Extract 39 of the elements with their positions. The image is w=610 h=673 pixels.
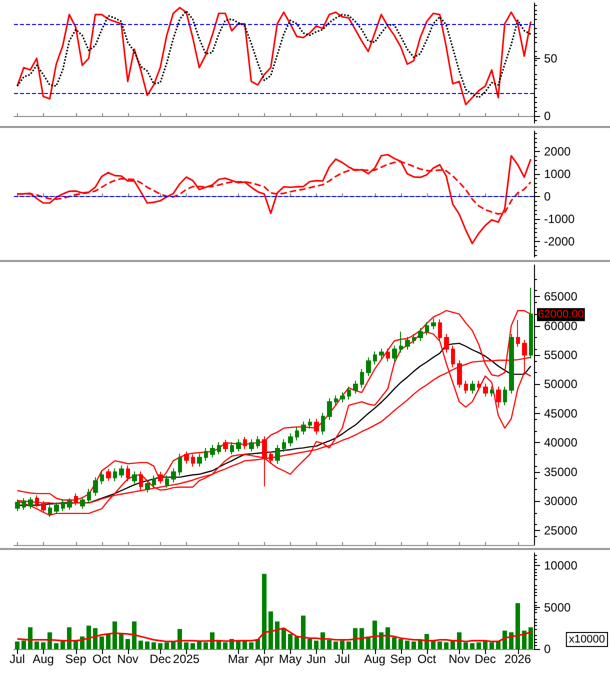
y-tick-label: -1000	[544, 212, 576, 226]
y-tick-label: 0	[544, 642, 551, 656]
y-tick-label: 0	[544, 109, 551, 124]
y-tick-label: 50	[544, 51, 558, 66]
y-tick-label: 50000	[544, 377, 578, 392]
y-tick-label: 5000	[544, 600, 572, 614]
x-tick-label: 2025	[172, 652, 200, 666]
x-tick-label: Aug	[364, 652, 386, 666]
text: x10000	[568, 634, 606, 646]
y-tick-label: 10000	[544, 558, 578, 573]
x-tick-label: Apr	[254, 652, 274, 666]
x-tick-label: Sep	[390, 652, 412, 666]
x-tick-label: Sep	[65, 652, 87, 666]
y-tick-label: 25000	[544, 523, 578, 538]
x-tick-label: Nov	[448, 652, 470, 666]
x-tick-label: Aug	[32, 652, 54, 666]
y-tick-label: 0	[544, 189, 551, 204]
x-tick-label: Nov	[117, 652, 138, 666]
x-tick-label: 2026	[504, 652, 532, 666]
x-tick-label: Mar	[228, 652, 249, 666]
x-tick-label: Oct	[417, 652, 437, 666]
x-tick-label: Dec	[150, 652, 171, 666]
y-tick-label: 65000	[544, 290, 578, 304]
y-tick-label: 55000	[544, 348, 578, 362]
y-tick-label: 30000	[544, 494, 578, 508]
y-tick-label: -2000	[544, 234, 576, 248]
x-tick-label: Dec	[474, 652, 496, 666]
x-tick-label: Jul	[10, 652, 25, 666]
y-tick-label: 60000	[544, 318, 578, 333]
y-tick-label: 1000	[544, 166, 572, 181]
x-tick-label: Jun	[306, 652, 326, 666]
y-tick-label: 35000	[544, 464, 578, 479]
x-tick-label: Jul	[334, 652, 350, 666]
x-tick-label: Oct	[92, 652, 112, 666]
y-tick-label: 2000	[544, 144, 572, 158]
y-tick-label: 45000	[544, 406, 578, 420]
text: 62000.00	[538, 308, 584, 321]
x-tick-label: May	[278, 652, 302, 666]
y-tick-label: 40000	[544, 436, 578, 450]
